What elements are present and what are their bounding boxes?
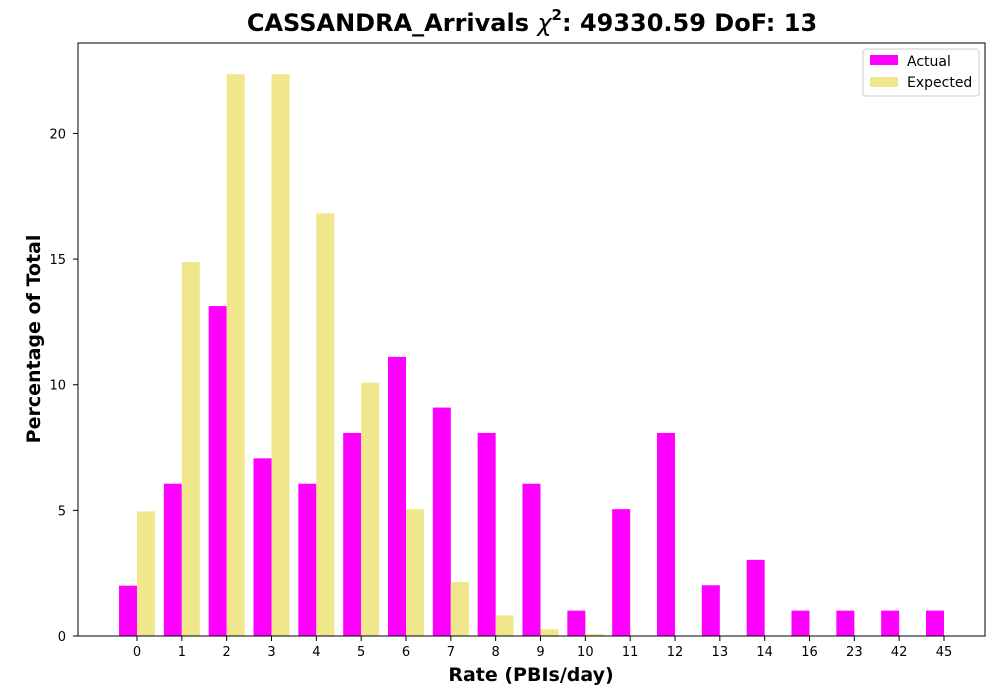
bar-actual-23 — [836, 610, 855, 636]
x-tick-label: 3 — [267, 645, 275, 660]
y-tick-label: 20 — [49, 127, 66, 142]
x-ticks-group: 0 1 2 3 4 5 6 7 8 9 10 11 12 13 14 16 23 42 45 — [133, 636, 952, 660]
bar-actual-0 — [119, 585, 137, 636]
x-tick-label: 12 — [667, 645, 684, 660]
chart-title-suffix: : 49330.59 DoF: 13 — [562, 9, 817, 37]
legend-swatch-actual — [870, 55, 898, 65]
x-tick-label: 8 — [492, 645, 500, 660]
bar-expected-0 — [137, 511, 155, 636]
legend: Actual Expected — [862, 48, 980, 97]
x-tick-label: 14 — [756, 645, 773, 660]
x-tick-label: 11 — [622, 645, 639, 660]
bar-actual-5 — [343, 432, 362, 636]
bar-expected-3 — [271, 74, 290, 636]
chart-title-prefix: CASSANDRA_Arrivals — [247, 9, 538, 37]
y-tick-label: 0 — [58, 630, 66, 645]
bar-actual-11 — [612, 509, 631, 636]
chart-title: CASSANDRA_Arrivals χ2: 49330.59 DoF: 13 — [247, 6, 817, 37]
x-tick-label: 42 — [891, 645, 908, 660]
bar-expected-4 — [316, 213, 335, 637]
bar-expected-10 — [585, 633, 604, 636]
bar-expected-9 — [540, 629, 559, 636]
bar-expected-2 — [226, 74, 245, 636]
bar-actual-4 — [298, 483, 317, 636]
legend-label-expected: Expected — [907, 75, 972, 91]
bar-actual-2 — [208, 306, 227, 636]
y-axis-label: Percentage of Total — [23, 235, 45, 444]
legend-swatch-expected — [870, 77, 898, 87]
chart-title-symbol: χ — [535, 9, 552, 37]
bar-expected-5 — [361, 382, 380, 636]
bar-actual-6 — [388, 356, 406, 636]
x-tick-label: 13 — [712, 645, 729, 660]
bar-expected-1 — [181, 262, 200, 636]
bar-actual-12 — [657, 432, 675, 636]
y-tick-label: 10 — [49, 379, 66, 394]
bar-actual-14 — [746, 559, 765, 636]
x-tick-label: 4 — [312, 645, 320, 660]
x-tick-label: 45 — [936, 645, 953, 660]
x-tick-label: 16 — [801, 645, 818, 660]
y-ticks-group: 0 5 10 15 20 — [49, 127, 78, 645]
bar-actual-42 — [881, 610, 900, 636]
y-tick-label: 5 — [58, 504, 66, 519]
bar-expected-6 — [406, 509, 424, 636]
plot-frame — [77, 42, 986, 637]
chart-title-superscript: 2 — [552, 6, 562, 24]
x-tick-label: 5 — [357, 645, 365, 660]
bar-expected-7 — [450, 581, 469, 636]
x-tick-label: 10 — [577, 645, 594, 660]
x-tick-label: 6 — [402, 645, 410, 660]
bars-group — [119, 74, 944, 637]
x-tick-label: 9 — [536, 645, 544, 660]
bar-actual-10 — [567, 610, 586, 636]
bar-actual-8 — [477, 432, 496, 636]
legend-label-actual: Actual — [907, 54, 951, 70]
x-tick-label: 2 — [223, 645, 231, 660]
bar-actual-16 — [791, 610, 810, 636]
x-tick-label: 23 — [846, 645, 863, 660]
x-axis-label: Rate (PBIs/day) — [448, 664, 613, 686]
bar-actual-3 — [253, 458, 272, 636]
bar-actual-1 — [163, 483, 182, 636]
bar-actual-45 — [926, 610, 944, 636]
bar-actual-7 — [432, 407, 451, 636]
x-tick-label: 7 — [447, 645, 455, 660]
bar-expected-8 — [495, 615, 514, 636]
bar-actual-9 — [522, 483, 541, 636]
x-tick-label: 0 — [133, 645, 141, 660]
y-tick-label: 15 — [49, 253, 66, 268]
bar-actual-13 — [701, 585, 720, 636]
x-tick-label: 1 — [178, 645, 186, 660]
